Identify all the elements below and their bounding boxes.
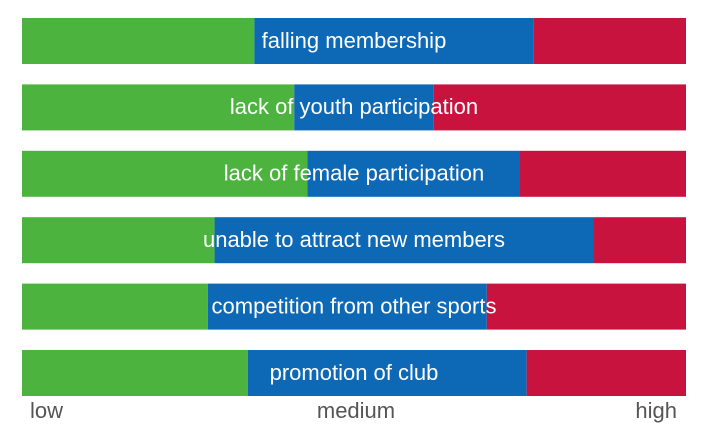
bar-label: unable to attract new members [203,227,505,252]
bar-segment [486,283,686,330]
bar-segment [207,283,487,330]
bar-segment [247,350,527,396]
bar-segment [22,18,255,64]
bar-segment [526,350,686,396]
bar-segment [22,283,208,330]
bar-segment [533,18,686,64]
bar-segment [520,150,686,197]
bar-segment [22,84,295,131]
bar-segment [307,150,520,197]
legend-label: high [635,398,677,423]
bar-label: promotion of club [270,360,439,385]
bar-segment [254,18,534,64]
bar-segment [433,84,686,131]
legend-label: low [30,398,63,423]
bar-segment [22,150,308,197]
bar-segment [593,217,686,264]
bar-segment [294,84,434,131]
bar-segment [22,217,215,264]
bar-segment [214,217,594,264]
legend-label: medium [317,398,395,423]
bar-label: lack of youth participation [230,94,478,119]
bar-label: falling membership [262,28,447,53]
bar-segment [22,350,248,396]
bar-label: competition from other sports [212,293,497,318]
bar-label: lack of female participation [224,161,484,186]
